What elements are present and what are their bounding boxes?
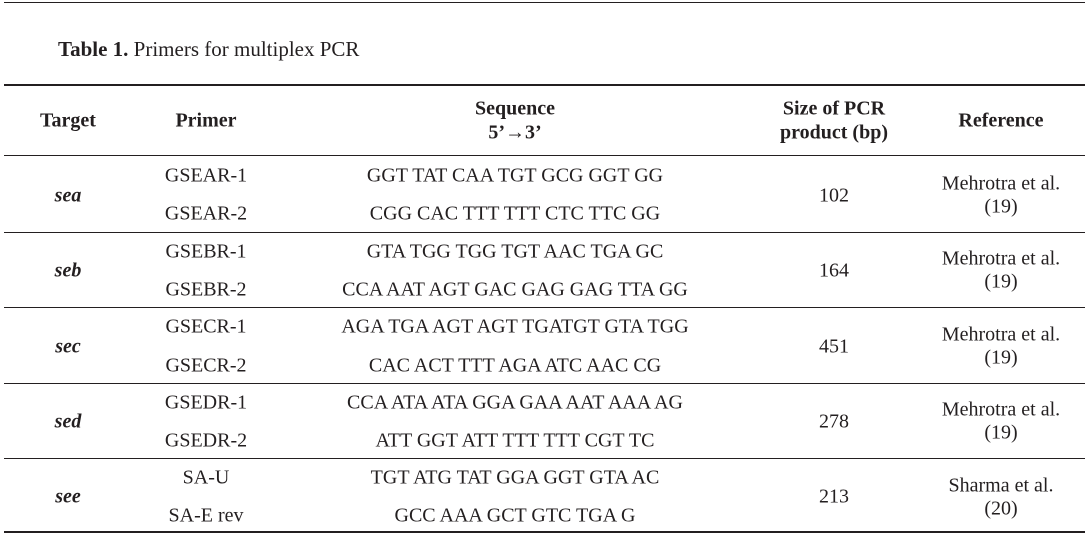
row-separator: [4, 307, 1085, 308]
reference-line2: (20): [984, 497, 1018, 520]
header-size-line2: product (bp): [780, 121, 888, 144]
primer-sequence: GGT TAT CAA TGT GCG GGT GG: [366, 164, 664, 187]
primer-name: GSEAR-2: [164, 202, 248, 225]
primer-name: GSEBR-1: [165, 240, 247, 263]
primer-name: SA-E rev: [168, 504, 244, 527]
row-separator: [4, 383, 1085, 384]
header-size-line1: Size of PCR: [782, 97, 886, 120]
primer-sequence: GTA TGG TGG TGT AAC TGA GC: [366, 240, 664, 263]
reference-line2: (19): [984, 270, 1018, 293]
primer-name: GSEAR-1: [164, 164, 248, 187]
primer-sequence: CCA AAT AGT GAC GAG GAG TTA GG: [342, 278, 688, 301]
header-sequence-line2: 5’→3’: [488, 121, 542, 144]
primer-sequence: CGG CAC TTT TTT CTC TTC GG: [369, 202, 661, 225]
reference-line1: Mehrotra et al.: [941, 398, 1061, 421]
product-size: 451: [819, 335, 849, 358]
header-top-rule: [4, 84, 1085, 86]
top-rule: [4, 2, 1085, 3]
row-separator: [4, 232, 1085, 233]
product-size: 164: [819, 259, 849, 282]
target-cell: seb: [54, 259, 82, 282]
primer-sequence: CCA ATA ATA GGA GAA AAT AAA AG: [347, 391, 683, 414]
primer-name: GSECR-2: [165, 354, 247, 377]
row-separator: [4, 458, 1085, 459]
reference-line2: (19): [984, 346, 1018, 369]
primer-sequence: CAC ACT TTT AGA ATC AAC CG: [368, 354, 662, 377]
primer-name: GSECR-1: [165, 315, 247, 338]
primer-sequence: AGA TGA AGT AGT TGATGT GTA TGG: [341, 315, 689, 338]
header-primer: Primer: [175, 109, 237, 132]
reference-line2: (19): [984, 421, 1018, 444]
primer-sequence: ATT GGT ATT TTT TTT CGT TC: [375, 429, 655, 452]
reference-line1: Mehrotra et al.: [941, 172, 1061, 195]
reference-line1: Mehrotra et al.: [941, 323, 1061, 346]
primer-name: GSEBR-2: [165, 278, 247, 301]
bottom-rule: [4, 531, 1085, 533]
header-target: Target: [40, 109, 96, 132]
product-size: 278: [819, 410, 849, 433]
caption-label: Table 1.: [58, 37, 129, 61]
target-cell: sec: [55, 335, 81, 358]
target-cell: see: [55, 485, 81, 508]
header-reference: Reference: [958, 109, 1044, 132]
header-sequence-line1: Sequence: [475, 97, 555, 120]
primer-name: SA-U: [182, 466, 230, 489]
primer-sequence: GCC AAA GCT GTC TGA G: [394, 504, 636, 527]
reference-line1: Mehrotra et al.: [941, 247, 1061, 270]
reference-line2: (19): [984, 195, 1018, 218]
primer-sequence: TGT ATG TAT GGA GGT GTA AC: [370, 466, 660, 489]
reference-line1: Sharma et al.: [948, 474, 1054, 497]
target-cell: sea: [54, 184, 82, 207]
table-caption: Table 1. Primers for multiplex PCR: [58, 37, 359, 62]
caption-text: Primers for multiplex PCR: [128, 37, 360, 61]
primer-name: GSEDR-1: [164, 391, 248, 414]
target-cell: sed: [54, 410, 82, 433]
product-size: 213: [819, 485, 849, 508]
product-size: 102: [819, 184, 849, 207]
primer-name: GSEDR-2: [164, 429, 248, 452]
header-bottom-rule: [4, 155, 1085, 156]
